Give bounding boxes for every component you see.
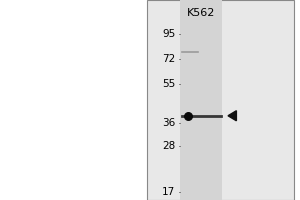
Polygon shape [228,111,236,121]
Text: 36: 36 [162,118,176,128]
Point [185,114,190,117]
FancyBboxPatch shape [147,0,294,200]
Text: 17: 17 [162,187,176,197]
Text: 28: 28 [162,141,176,151]
FancyBboxPatch shape [180,0,222,200]
Text: K562: K562 [187,8,215,18]
Text: 95: 95 [162,29,176,39]
Text: 55: 55 [162,79,176,89]
Text: 72: 72 [162,54,176,64]
FancyBboxPatch shape [0,0,147,200]
